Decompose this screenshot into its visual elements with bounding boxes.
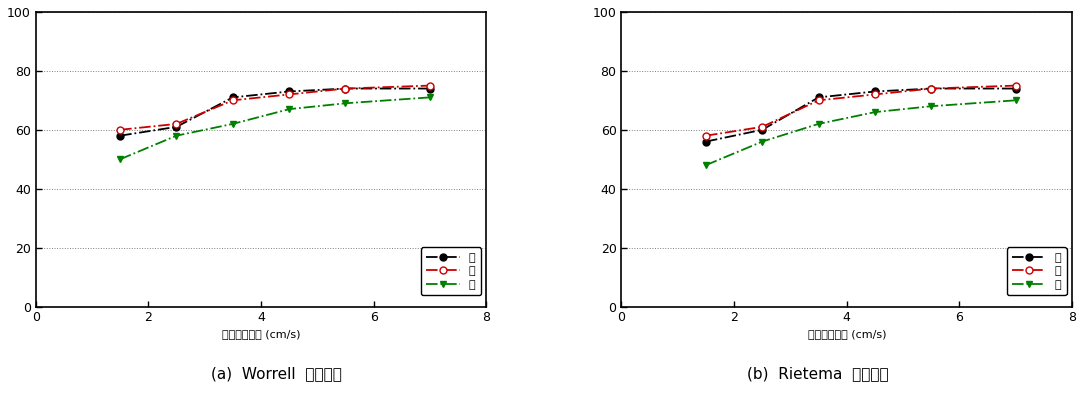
Legend: 가, 나, 다: 가, 나, 다 [1006,247,1067,295]
Legend: 가, 나, 다: 가, 나, 다 [421,247,481,295]
X-axis label: 시료투입속도 (cm/s): 시료투입속도 (cm/s) [222,329,300,338]
Text: (a)  Worrell  선별효율: (a) Worrell 선별효율 [211,366,341,381]
Text: (b)  Rietema  선별효율: (b) Rietema 선별효율 [747,366,888,381]
X-axis label: 시료투입속도 (cm/s): 시료투입속도 (cm/s) [808,329,886,338]
